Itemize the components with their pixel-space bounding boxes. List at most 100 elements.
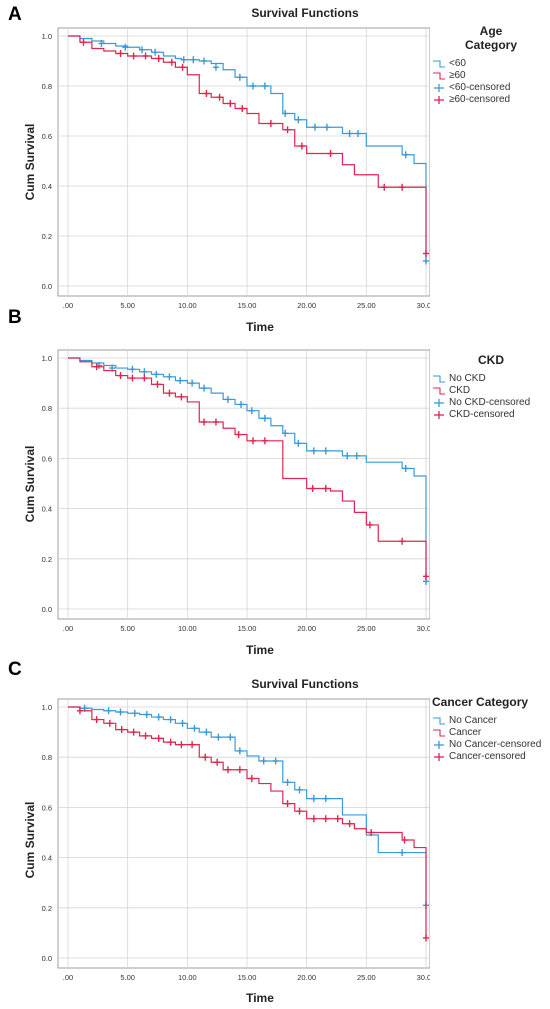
survival-plot-a: .00 5.00 10.00 15.00 20.00 25.00 30.00 0.0 0.2 0.… xyxy=(42,27,430,310)
censored-mark xyxy=(309,485,316,493)
censored-mark xyxy=(141,374,148,382)
censored-mark xyxy=(284,126,291,134)
censored-mark xyxy=(236,73,243,81)
x-tick-label: 30.00 xyxy=(417,301,430,310)
censored-mark xyxy=(131,709,138,717)
x-tick-label: 5.00 xyxy=(120,973,135,982)
censored-mark xyxy=(381,183,388,191)
censored-mark xyxy=(117,50,124,57)
x-tick-label: 5.00 xyxy=(120,301,135,310)
censored-mark xyxy=(166,389,173,397)
censored-mark xyxy=(261,82,268,90)
censored-mark xyxy=(168,58,175,66)
x-tick-label: 10.00 xyxy=(178,973,197,982)
censored-mark xyxy=(295,116,302,124)
legend-title: CKD xyxy=(478,353,504,367)
legend-label: <60-censored xyxy=(449,82,511,93)
censored-mark xyxy=(322,447,329,455)
legend-item: Cancer xyxy=(432,727,550,739)
censored-mark xyxy=(346,820,353,828)
censored-mark xyxy=(334,815,341,823)
panel-c: C Survival Functions Cum Survival .00 5.0… xyxy=(0,659,550,1009)
censored-mark xyxy=(399,183,406,191)
panel-label: A xyxy=(8,4,22,25)
censored-mark xyxy=(203,728,210,736)
censored-mark xyxy=(224,395,231,403)
censored-mark xyxy=(423,572,429,580)
censored-mark xyxy=(155,734,162,742)
legend-label: ≥60 xyxy=(449,70,466,81)
censored-mark xyxy=(122,43,129,51)
y-tick-label: 0.6 xyxy=(42,803,52,812)
censored-mark xyxy=(249,437,256,445)
legend-title: Age Category xyxy=(464,24,517,52)
legend: Age Category <60 ≥60 <60-censored ≥60-censo… xyxy=(432,24,550,106)
censored-mark xyxy=(272,757,279,765)
censored-mark xyxy=(423,250,429,257)
censored-mark xyxy=(152,48,159,56)
y-tick-label: 0.2 xyxy=(42,904,52,913)
censored-mark xyxy=(178,741,185,749)
legend-label: No Cancer xyxy=(449,715,497,726)
y-tick-label: 0.6 xyxy=(42,454,52,463)
panel-a: A Survival Functions Cum Survival .00 5.0… xyxy=(0,0,550,335)
censored-mark xyxy=(402,464,409,472)
x-axis-label: Time xyxy=(246,643,274,657)
censored-mark xyxy=(167,738,174,746)
x-tick-label: 30.00 xyxy=(417,624,430,633)
x-tick-label: 10.00 xyxy=(178,301,197,310)
censored-plus-icon xyxy=(434,411,444,419)
censored-mark xyxy=(189,741,196,749)
censored-plus-icon xyxy=(434,741,444,749)
chart-title: Survival Functions xyxy=(251,6,359,20)
legend-title: Cancer Category xyxy=(432,695,529,709)
censored-mark xyxy=(129,374,136,382)
x-tick-label: 15.00 xyxy=(238,973,257,982)
censored-mark xyxy=(227,100,234,107)
x-tick-label: 25.00 xyxy=(357,624,376,633)
censored-mark xyxy=(284,800,291,808)
censored-mark xyxy=(298,142,305,150)
y-tick-label: 1.0 xyxy=(42,703,52,712)
censored-mark xyxy=(239,105,246,112)
step-line-icon xyxy=(433,387,445,395)
censored-mark xyxy=(249,82,256,90)
censored-mark xyxy=(402,151,409,159)
censored-mark xyxy=(143,711,150,719)
y-tick-label: 1.0 xyxy=(42,32,52,41)
legend-item: <60-censored xyxy=(432,82,550,94)
legend-item: No CKD xyxy=(432,373,550,385)
censored-mark xyxy=(141,368,148,376)
censored-mark xyxy=(201,57,208,65)
censored-mark xyxy=(366,521,373,529)
censored-mark xyxy=(322,815,329,823)
y-tick-label: 0.2 xyxy=(42,232,52,241)
step-line-icon xyxy=(433,375,445,383)
censored-mark xyxy=(327,150,334,157)
legend: Cancer Category No Cancer Cancer No Cancer… xyxy=(432,695,550,763)
legend-item: ≥60 xyxy=(432,70,550,82)
censored-mark xyxy=(354,130,361,137)
censored-mark xyxy=(399,537,406,545)
x-axis-label: Time xyxy=(246,320,274,334)
censored-mark xyxy=(167,716,174,724)
censored-mark xyxy=(261,437,268,445)
step-line-icon xyxy=(433,717,445,725)
censored-mark xyxy=(155,55,162,62)
censored-mark xyxy=(212,63,219,71)
x-tick-label: 5.00 xyxy=(120,624,135,633)
censored-mark xyxy=(238,400,245,408)
legend-label: Cancer xyxy=(449,727,482,738)
censored-mark xyxy=(191,724,198,732)
y-tick-label: 0.8 xyxy=(42,404,52,413)
legend-item: <60 xyxy=(432,58,550,70)
step-line-icon xyxy=(433,60,445,68)
censored-mark xyxy=(215,733,222,741)
x-tick-label: 25.00 xyxy=(357,301,376,310)
y-tick-label: 0.0 xyxy=(42,605,52,614)
censored-mark xyxy=(201,384,208,392)
chart-title: Survival Functions xyxy=(251,677,359,691)
plot-frame xyxy=(57,698,430,969)
legend-item: No CKD-censored xyxy=(432,397,550,409)
censored-plus-icon xyxy=(434,753,444,761)
